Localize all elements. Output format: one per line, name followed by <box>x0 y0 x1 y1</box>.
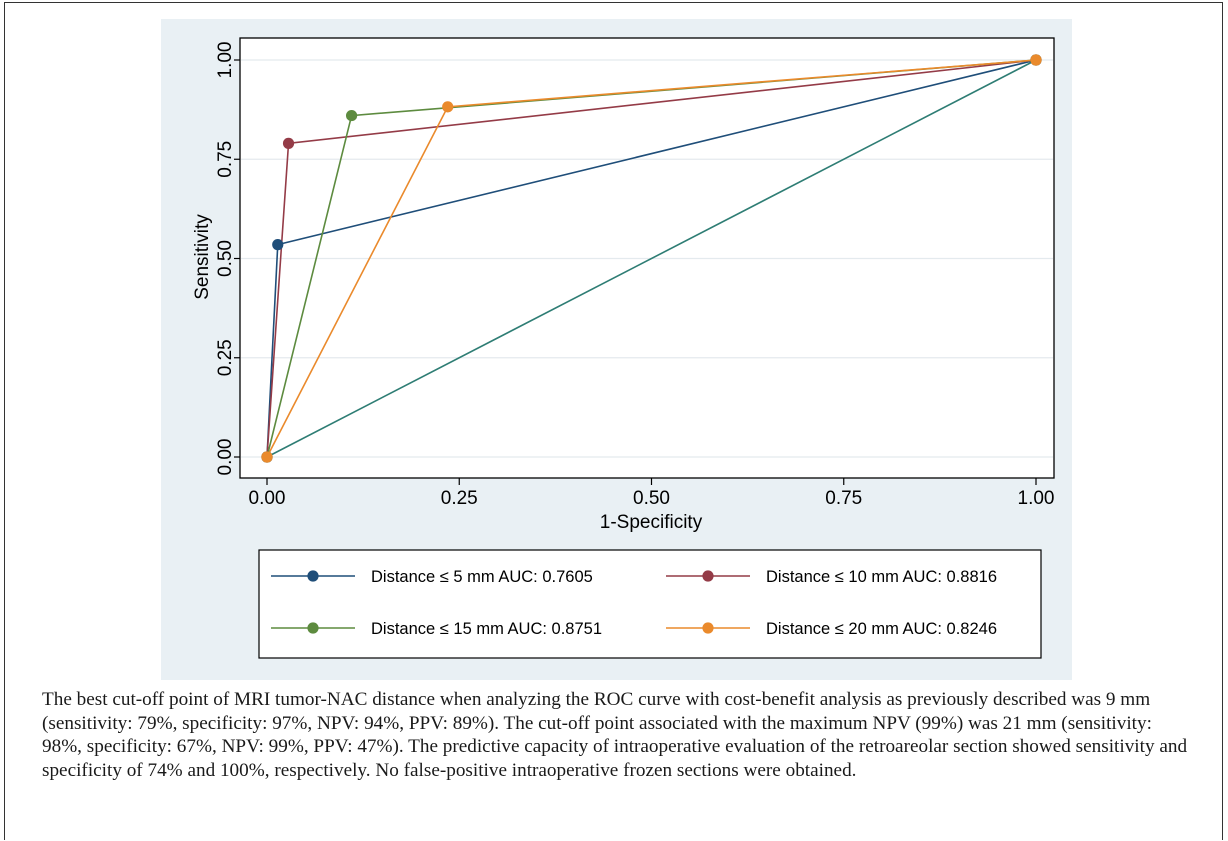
x-axis-title: 1-Specificity <box>600 512 703 533</box>
legend-label-1: Distance ≤ 5 mm AUC: 0.7605 <box>371 568 593 586</box>
series-markers <box>261 54 1042 463</box>
y-tick-label: 0.00 <box>215 439 236 476</box>
legend-label-2: Distance ≤ 10 mm AUC: 0.8816 <box>766 568 997 586</box>
series-4-point <box>261 451 273 463</box>
legend-label-4: Distance ≤ 20 mm AUC: 0.8246 <box>766 620 997 638</box>
y-axis-title: Sensitivity <box>192 214 213 300</box>
gridlines <box>241 59 1053 458</box>
x-tick-label: 0.50 <box>633 488 670 509</box>
x-tick-label: 0.25 <box>441 488 478 509</box>
series-4-point <box>442 101 454 113</box>
y-tick-label: 0.25 <box>215 339 236 376</box>
legend-marker-4 <box>702 622 714 634</box>
legend-label-3: Distance ≤ 15 mm AUC: 0.8751 <box>371 620 602 638</box>
series-4-point <box>1030 54 1042 66</box>
series-2-point <box>282 137 295 149</box>
series-3-point <box>345 109 358 122</box>
x-tick-label: 1.00 <box>1018 488 1055 509</box>
axes: 0.00 0.25 0.50 0.75 1.00 0.00 0.25 0.50 0.75 1.00 <box>215 42 1054 509</box>
figure-caption: The best cut-off point of MRI tumor-NAC … <box>42 689 1188 781</box>
y-tick-label: 0.75 <box>215 141 236 178</box>
legend-marker-1 <box>307 570 319 582</box>
legend <box>258 549 1042 659</box>
roc-chart: 0.00 0.25 0.50 0.75 1.00 0.00 0.25 0.50 0.75 1.00… <box>161 19 1072 680</box>
legend-entries: Distance ≤ 5 mm AUC: 0.7605 Distance ≤ 10… <box>271 568 997 638</box>
x-tick-label: 0.00 <box>249 488 286 509</box>
x-tick-label: 0.75 <box>825 488 862 509</box>
legend-marker-2 <box>702 570 714 582</box>
y-tick-label: 1.00 <box>215 42 236 79</box>
roc-figure: 0.00 0.25 0.50 0.75 1.00 0.00 0.25 0.50 0.75 1.00… <box>161 19 1072 680</box>
legend-marker-3 <box>307 622 319 634</box>
reference-line <box>266 59 1037 458</box>
page-frame <box>4 2 1223 840</box>
y-tick-label: 0.50 <box>215 240 236 277</box>
series-1-point <box>272 239 284 251</box>
